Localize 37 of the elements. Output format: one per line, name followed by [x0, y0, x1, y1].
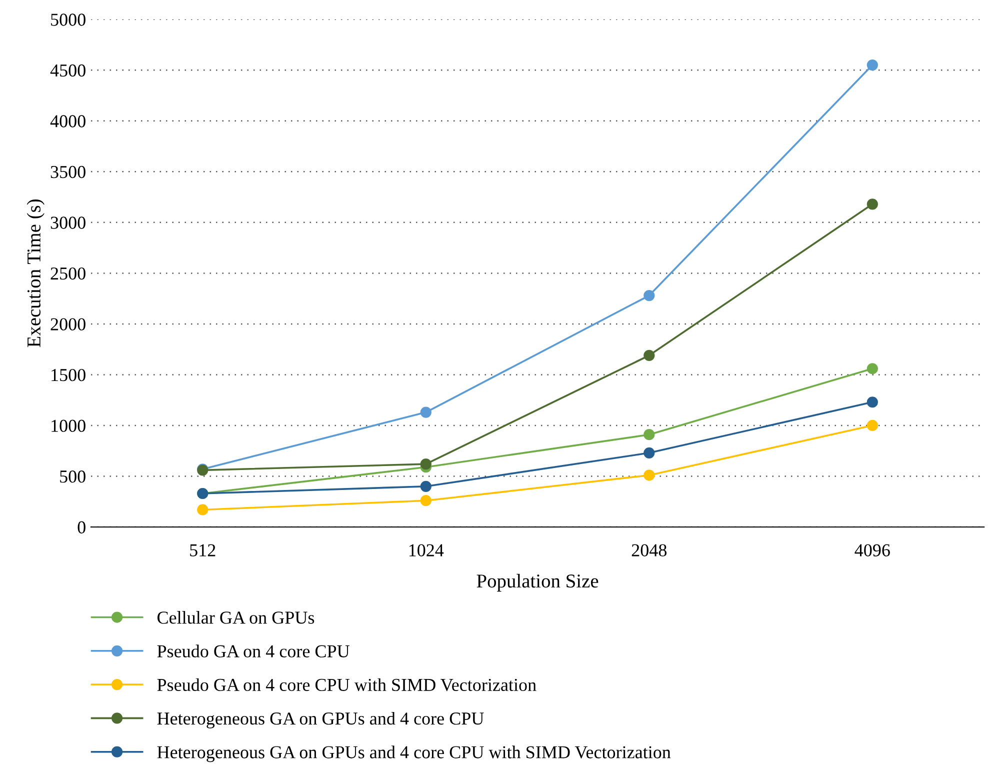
y-tick-label: 500 — [60, 470, 86, 483]
point — [866, 198, 878, 210]
y-tick-label: 0 — [78, 521, 86, 534]
legend-label: Pseudo GA on 4 core CPU with SIMD Vectorization — [157, 678, 536, 692]
y-tick-label: 1000 — [52, 420, 86, 432]
legend-label: Heterogeneous GA on GPUs and 4 core CPU — [157, 712, 484, 728]
x-tick-label: 2048 — [632, 544, 667, 556]
y-tick-label: 4000 — [50, 115, 86, 128]
y-axis-title: Execution Time (s) — [26, 200, 44, 348]
legend-label: Pseudo GA on 4 core CPU — [157, 644, 350, 658]
point — [644, 290, 655, 302]
y-tick-label: 3000 — [50, 216, 86, 229]
y-tick-label: 1500 — [52, 368, 86, 382]
x-tick-label: 512 — [190, 544, 216, 556]
y-tick-label: 2500 — [50, 267, 86, 280]
point — [197, 504, 208, 516]
x-axis-title: Population Size — [476, 574, 598, 592]
point — [644, 350, 655, 361]
point — [644, 429, 655, 440]
point — [644, 447, 655, 458]
point — [866, 60, 878, 71]
y-tick-label: 2000 — [50, 318, 86, 330]
point — [420, 480, 432, 492]
legend-label: Cellular GA on GPUs — [158, 611, 314, 624]
point — [866, 363, 878, 374]
x-tick-label: 4096 — [854, 544, 890, 556]
y-tick-label: 4500 — [50, 64, 86, 77]
point — [420, 495, 432, 506]
legend-label: Heterogeneous GA on GPUs and 4 core CPU with SIMD Vectorization — [157, 746, 671, 762]
point — [644, 470, 655, 481]
y-tick-label: 3500 — [50, 166, 86, 178]
point — [420, 458, 432, 470]
point — [866, 396, 878, 408]
point — [420, 406, 432, 418]
y-tick-label: 5000 — [51, 14, 86, 26]
point — [866, 420, 878, 432]
x-tick-label: 1024 — [409, 544, 444, 556]
